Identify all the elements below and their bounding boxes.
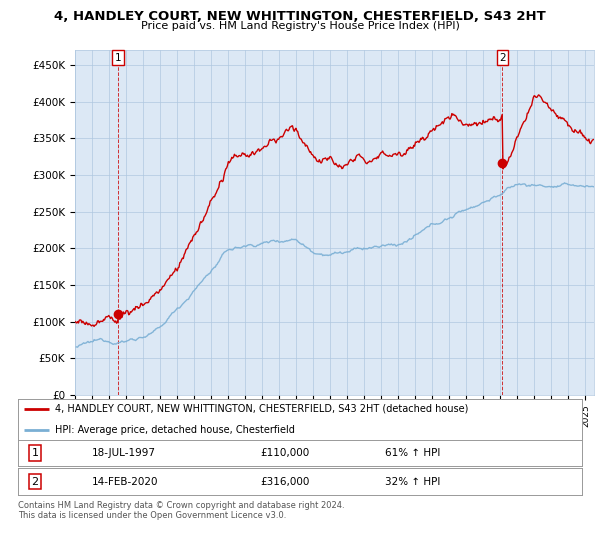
Text: 4, HANDLEY COURT, NEW WHITTINGTON, CHESTERFIELD, S43 2HT: 4, HANDLEY COURT, NEW WHITTINGTON, CHEST… [54, 10, 546, 23]
Text: 1: 1 [115, 53, 122, 63]
Text: 2: 2 [499, 53, 506, 63]
Text: 2: 2 [31, 477, 38, 487]
Text: Price paid vs. HM Land Registry's House Price Index (HPI): Price paid vs. HM Land Registry's House … [140, 21, 460, 31]
Text: Contains HM Land Registry data © Crown copyright and database right 2024.
This d: Contains HM Land Registry data © Crown c… [18, 501, 344, 520]
Text: 14-FEB-2020: 14-FEB-2020 [91, 477, 158, 487]
Text: £316,000: £316,000 [260, 477, 310, 487]
Text: 18-JUL-1997: 18-JUL-1997 [91, 448, 155, 458]
Text: £110,000: £110,000 [260, 448, 310, 458]
Text: 32% ↑ HPI: 32% ↑ HPI [385, 477, 440, 487]
Text: 1: 1 [31, 448, 38, 458]
Text: 4, HANDLEY COURT, NEW WHITTINGTON, CHESTERFIELD, S43 2HT (detached house): 4, HANDLEY COURT, NEW WHITTINGTON, CHEST… [55, 404, 468, 413]
Text: 61% ↑ HPI: 61% ↑ HPI [385, 448, 440, 458]
Text: HPI: Average price, detached house, Chesterfield: HPI: Average price, detached house, Ches… [55, 424, 295, 435]
